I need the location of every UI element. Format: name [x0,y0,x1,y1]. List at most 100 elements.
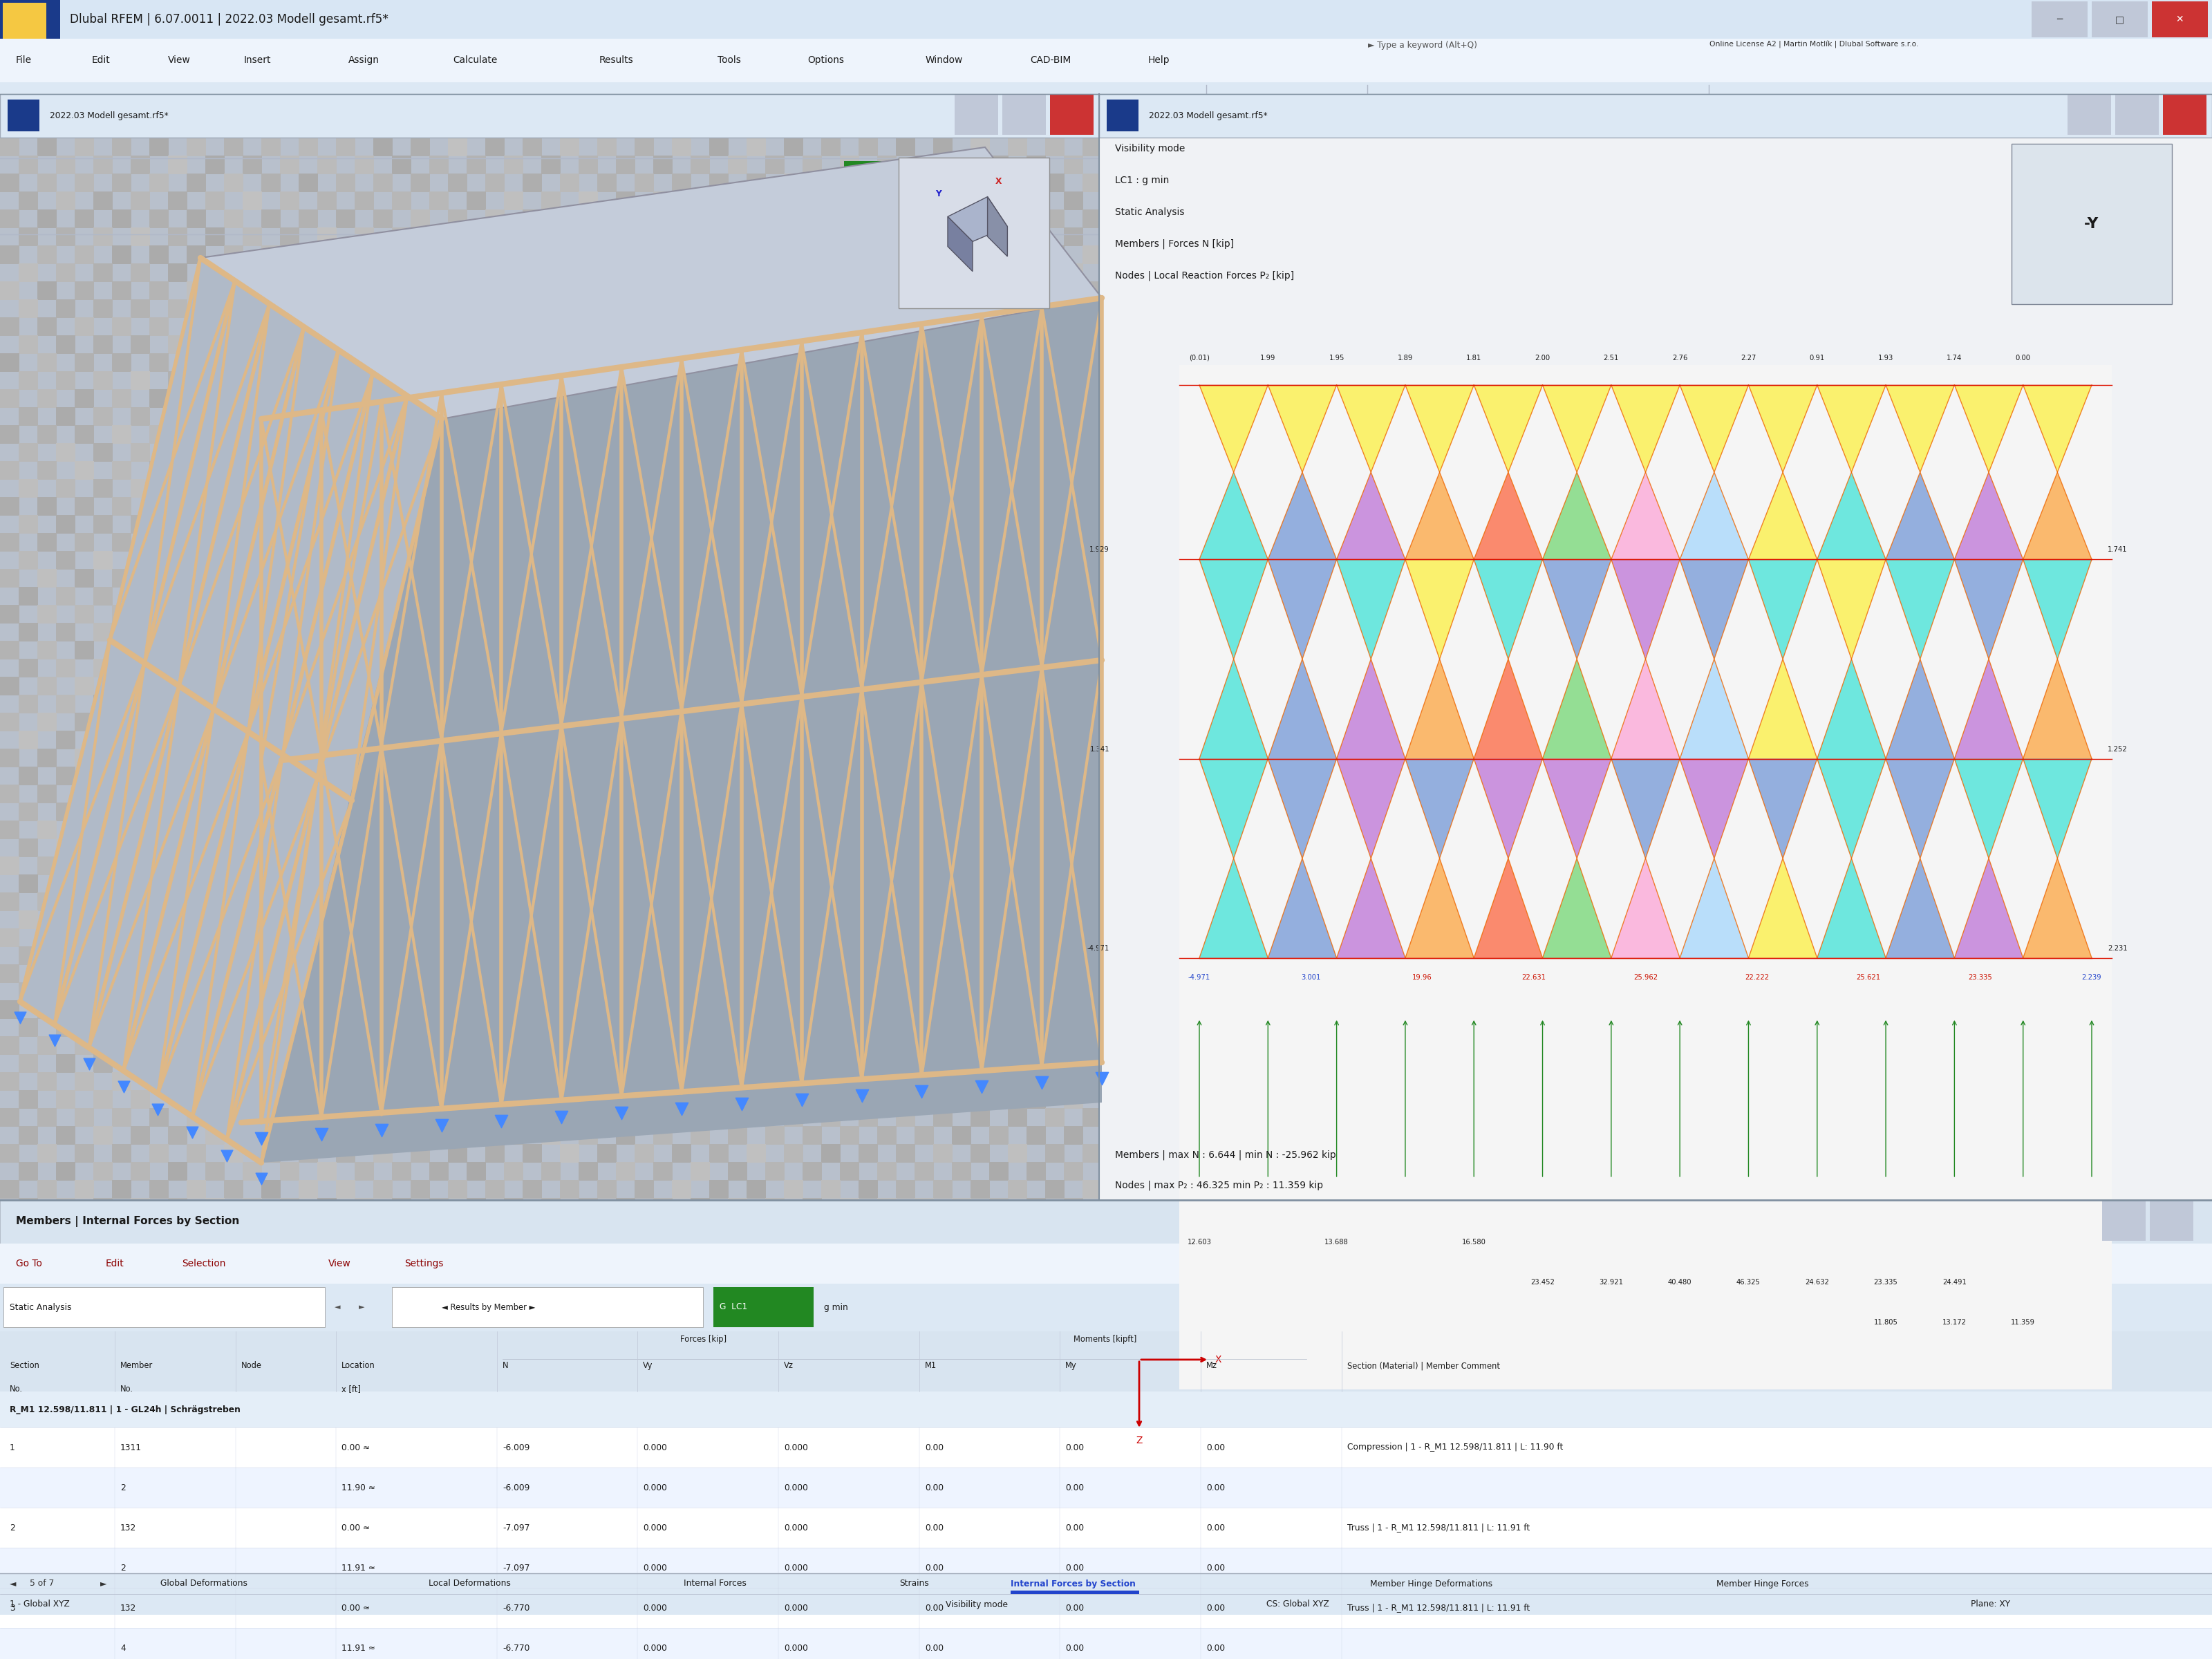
Bar [1009,282,1026,300]
Bar [354,372,374,390]
Bar [38,929,58,947]
Bar [765,946,785,966]
Bar [878,1019,896,1037]
Bar [1099,95,2212,1199]
Bar [374,677,394,695]
Bar [841,695,858,713]
Bar [821,606,841,624]
Text: 16.580: 16.580 [1462,1239,1486,1246]
Bar [299,138,319,156]
Bar [653,838,672,858]
Bar [821,174,841,192]
Bar [336,1037,356,1055]
Bar [951,946,971,966]
Bar [803,730,823,750]
Bar [933,390,953,408]
Text: 2: 2 [9,1523,15,1533]
Bar [672,461,690,479]
Bar [93,695,113,713]
Bar [354,659,374,677]
Bar [113,606,131,624]
Bar [933,893,953,911]
Bar [113,640,131,659]
Bar [2068,95,2110,134]
Bar [0,390,20,408]
Bar [933,1180,953,1198]
Bar [989,622,1009,642]
Bar [113,1180,131,1198]
Bar [635,606,655,624]
Bar [580,406,597,426]
Bar [429,227,449,246]
Bar [1082,1180,1102,1198]
Bar [504,443,524,461]
Bar [580,191,597,211]
Bar [989,191,1009,211]
Bar [206,622,226,642]
Bar [580,874,597,893]
Bar [821,1000,841,1019]
Polygon shape [1405,385,1473,473]
Bar [597,677,617,695]
Bar [933,677,953,695]
Bar [635,533,655,551]
Bar [1009,174,1026,192]
Bar [710,353,728,372]
Bar [858,246,878,264]
Bar [261,1037,281,1055]
Bar [243,191,261,211]
Bar [392,406,411,426]
Bar [597,856,617,876]
Bar [113,1145,131,1163]
Bar [765,227,785,246]
Bar [989,803,1009,821]
Bar [261,606,281,624]
Bar [131,443,150,461]
Bar [168,191,188,211]
Bar [113,713,131,732]
Bar [504,587,524,606]
Text: 2: 2 [119,1483,126,1491]
Bar [635,748,655,766]
Bar [0,209,20,227]
Bar [841,659,858,677]
Bar [131,264,150,282]
Bar [580,1019,597,1037]
Bar [1064,1019,1084,1037]
Bar [467,1126,487,1145]
Bar [131,1126,150,1145]
Bar [690,479,710,498]
Text: 0.00: 0.00 [1066,1443,1084,1452]
Bar [18,838,38,858]
Bar [635,461,655,479]
Bar [336,317,356,335]
Polygon shape [1816,559,1887,659]
Bar [821,1180,841,1198]
Bar [690,803,710,821]
Bar [1102,659,1121,677]
Bar [0,1548,2212,1588]
Bar [1046,174,1064,192]
Bar [635,893,655,911]
Bar [560,964,580,982]
Bar [1011,1591,1139,1594]
Bar [728,695,748,713]
Bar [821,533,841,551]
Bar [18,227,38,246]
Bar [1009,1145,1026,1163]
Bar [2,3,46,46]
Bar [18,982,38,1000]
Text: Strains: Strains [900,1579,929,1588]
Bar [803,587,823,606]
Bar [467,299,487,319]
Bar [0,677,20,695]
Bar [354,514,374,534]
Bar [411,461,429,479]
Polygon shape [1473,473,1542,559]
Bar [504,1126,524,1145]
Bar [281,443,299,461]
Bar [261,1108,281,1126]
Bar [710,893,728,911]
Bar [504,264,524,282]
Bar [206,730,226,750]
